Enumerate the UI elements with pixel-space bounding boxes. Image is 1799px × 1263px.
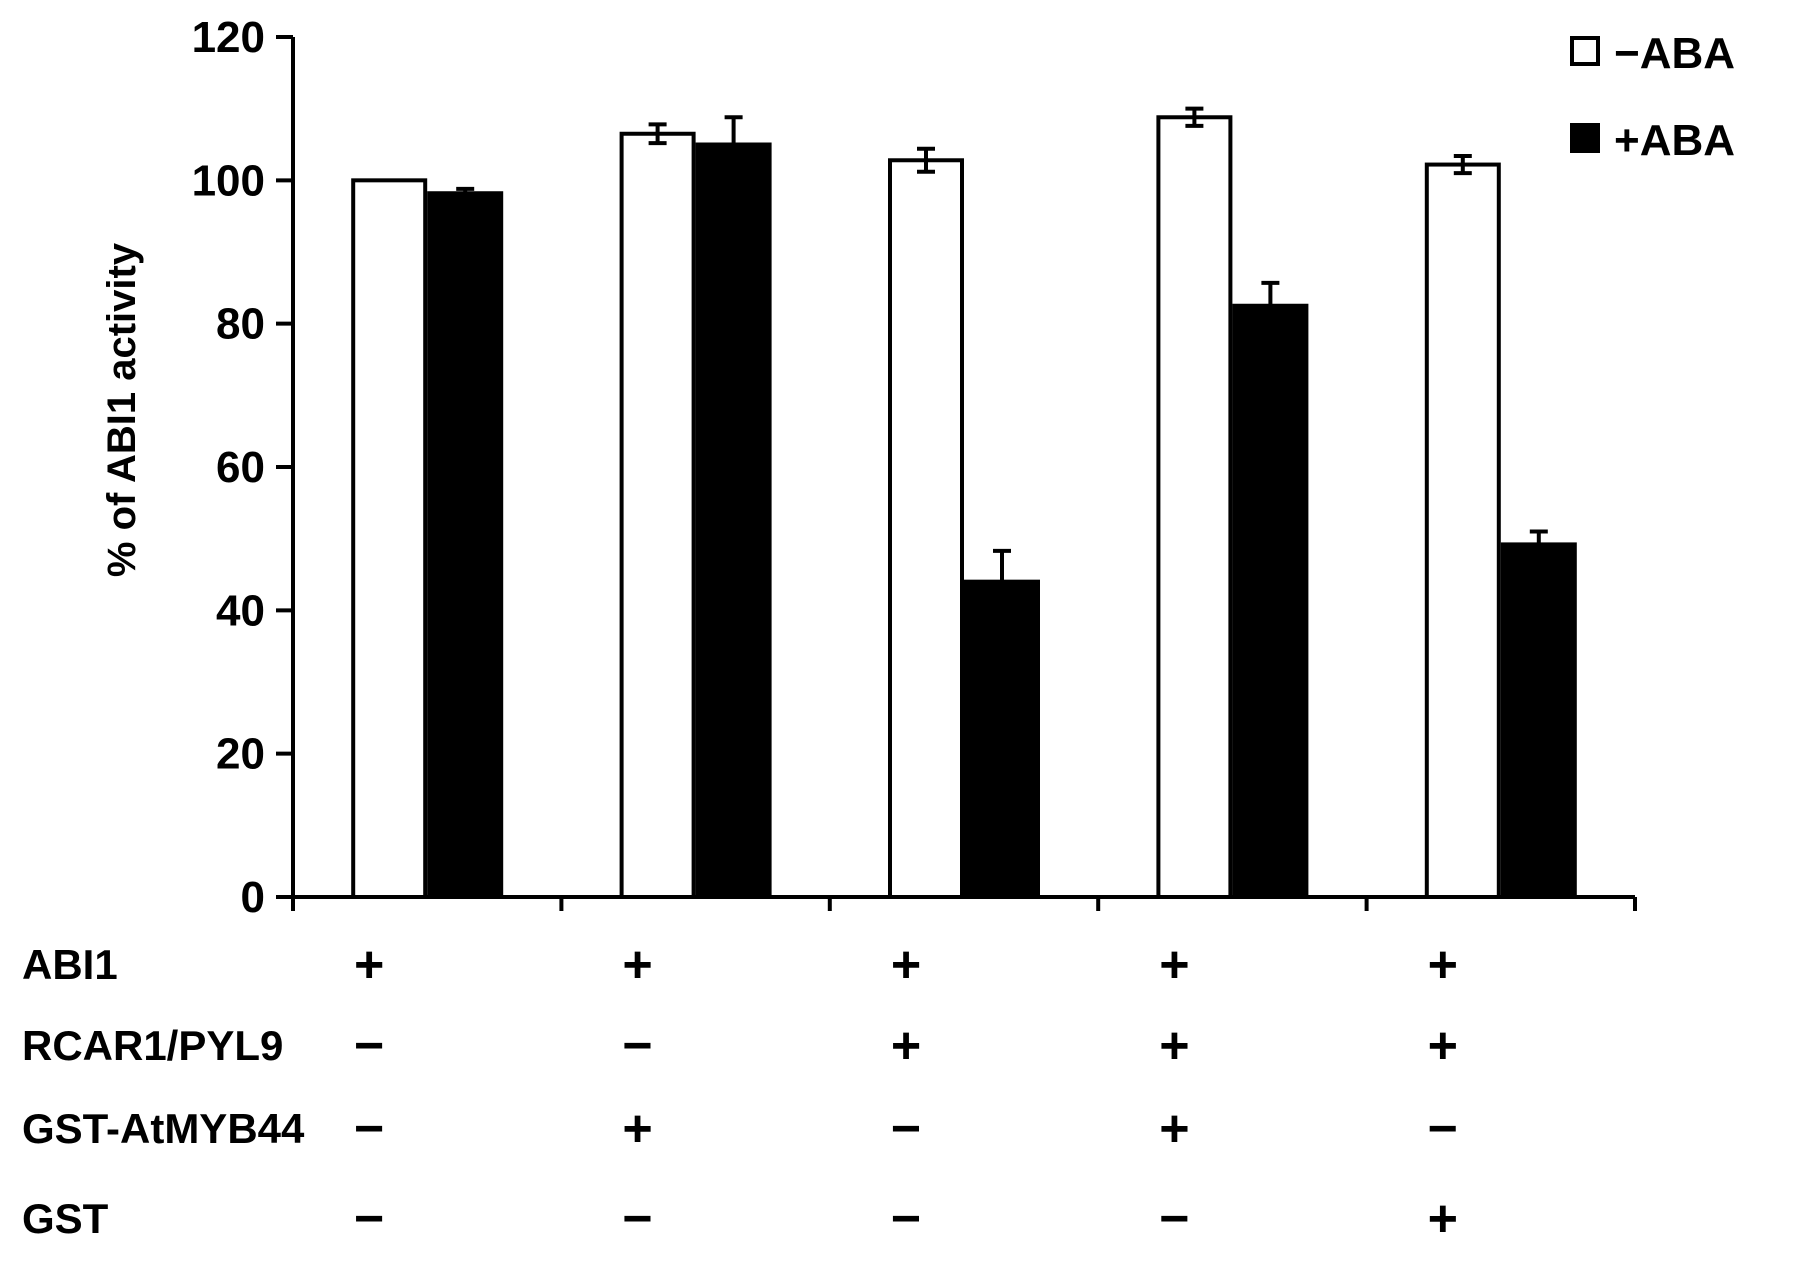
condition-row-label: GST-AtMYB44	[22, 1105, 305, 1152]
condition-sign: −	[1159, 1190, 1189, 1248]
legend-swatch-plus-aba	[1570, 123, 1600, 153]
bar-plus-aba-2	[695, 142, 772, 899]
condition-sign: +	[1428, 1017, 1458, 1075]
condition-sign: +	[1159, 1017, 1189, 1075]
legend-label-plus-aba: +ABA	[1614, 116, 1735, 165]
plot-area: 0 20 40 60 80 100 120 −ABA +ABA ABI1 + + + + + RCAR1/PY…	[22, 13, 1735, 1248]
condition-sign: +	[1428, 1190, 1458, 1248]
y-axis-title: % of ABI1 activity	[100, 242, 144, 577]
condition-sign: +	[1159, 1100, 1189, 1158]
bar-minus-aba-5	[1424, 162, 1501, 900]
condition-sign: −	[622, 1017, 652, 1075]
condition-row-label: RCAR1/PYL9	[22, 1022, 283, 1069]
condition-sign: −	[354, 1100, 384, 1158]
condition-sign: +	[891, 1017, 921, 1075]
condition-sign: −	[354, 1017, 384, 1075]
bar-minus-aba-3	[888, 158, 964, 899]
condition-sign: +	[622, 1100, 652, 1158]
condition-sign: +	[891, 936, 921, 994]
y-tick-label: 40	[216, 586, 265, 635]
bar-minus-aba-1	[351, 178, 428, 900]
condition-sign: −	[1428, 1100, 1458, 1158]
y-tick-label: 120	[192, 13, 265, 62]
condition-sign: −	[622, 1190, 652, 1248]
bar-plus-aba-1	[427, 191, 504, 899]
y-tick-label: 80	[216, 300, 265, 349]
legend-label-minus-aba: −ABA	[1614, 29, 1735, 78]
condition-sign: −	[354, 1190, 384, 1248]
legend-swatch-minus-aba	[1570, 36, 1600, 66]
condition-row-label: GST	[22, 1195, 109, 1242]
condition-sign: −	[891, 1190, 921, 1248]
y-tick-label: 60	[216, 443, 265, 492]
condition-sign: −	[891, 1100, 921, 1158]
condition-sign: +	[1428, 936, 1458, 994]
condition-row-label: ABI1	[22, 941, 118, 988]
bar-minus-aba-4	[1156, 115, 1233, 900]
y-tick-label: 100	[192, 156, 265, 205]
bar-plus-aba-4	[1232, 303, 1309, 899]
bar-plus-aba-3	[964, 579, 1040, 900]
condition-sign: +	[1159, 936, 1189, 994]
y-tick-label: 0	[241, 873, 265, 922]
bar-minus-aba-2	[619, 131, 696, 899]
condition-sign: +	[354, 936, 384, 994]
bar-plus-aba-5	[1500, 542, 1577, 900]
y-tick-label: 20	[216, 730, 265, 779]
condition-sign: +	[622, 936, 652, 994]
